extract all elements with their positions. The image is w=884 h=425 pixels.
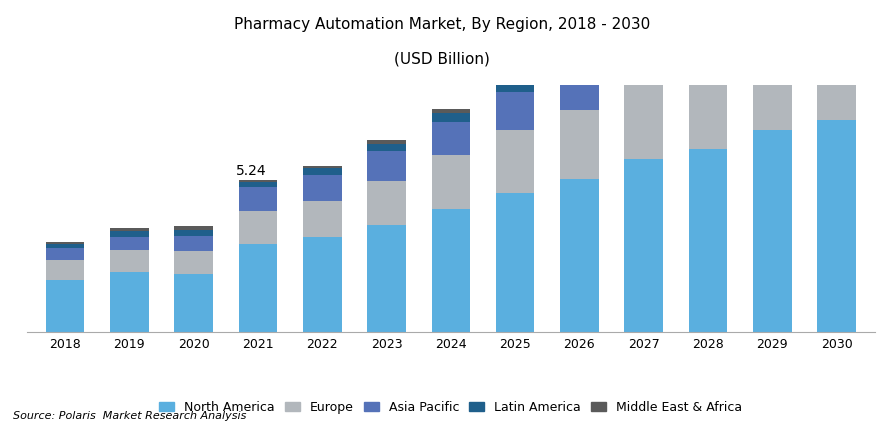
- Bar: [624, 159, 663, 332]
- Bar: [496, 82, 535, 92]
- Bar: [496, 193, 535, 332]
- Bar: [303, 201, 341, 237]
- Bar: [110, 228, 149, 231]
- Bar: [818, 9, 856, 120]
- Bar: [239, 187, 278, 211]
- Bar: [560, 179, 598, 332]
- Bar: [431, 209, 470, 332]
- Bar: [174, 230, 213, 236]
- Bar: [689, 11, 728, 64]
- Bar: [367, 140, 406, 144]
- Text: Pharmacy Automation Market, By Region, 2018 - 2030: Pharmacy Automation Market, By Region, 2…: [234, 17, 650, 32]
- Bar: [624, 35, 663, 82]
- Bar: [46, 260, 84, 280]
- Bar: [303, 168, 341, 175]
- Bar: [174, 236, 213, 251]
- Legend: North America, Europe, Asia Pacific, Latin America, Middle East & Africa: North America, Europe, Asia Pacific, Lat…: [159, 401, 743, 414]
- Bar: [496, 76, 535, 82]
- Bar: [239, 211, 278, 244]
- Bar: [496, 130, 535, 193]
- Bar: [496, 92, 535, 130]
- Bar: [174, 226, 213, 230]
- Bar: [110, 272, 149, 332]
- Bar: [303, 166, 341, 168]
- Bar: [367, 181, 406, 225]
- Bar: [753, 130, 791, 332]
- Bar: [46, 248, 84, 260]
- Bar: [560, 68, 598, 110]
- Bar: [560, 51, 598, 57]
- Bar: [818, 0, 856, 9]
- Bar: [239, 244, 278, 332]
- Text: 5.24: 5.24: [235, 164, 266, 178]
- Bar: [689, 150, 728, 332]
- Bar: [560, 110, 598, 179]
- Bar: [431, 156, 470, 209]
- Bar: [46, 242, 84, 244]
- Bar: [367, 151, 406, 181]
- Bar: [689, 64, 728, 150]
- Bar: [431, 113, 470, 122]
- Bar: [46, 280, 84, 332]
- Bar: [110, 250, 149, 272]
- Bar: [367, 225, 406, 332]
- Bar: [753, 0, 791, 31]
- Bar: [174, 251, 213, 274]
- Bar: [431, 122, 470, 156]
- Bar: [624, 21, 663, 35]
- Bar: [174, 274, 213, 332]
- Bar: [367, 144, 406, 151]
- Bar: [431, 109, 470, 113]
- Bar: [110, 231, 149, 237]
- Bar: [624, 14, 663, 21]
- Bar: [818, 120, 856, 332]
- Bar: [303, 175, 341, 201]
- Bar: [753, 31, 791, 130]
- Bar: [239, 179, 278, 181]
- Text: Source: Polaris  Market Research Analysis: Source: Polaris Market Research Analysis: [13, 411, 247, 421]
- Bar: [110, 237, 149, 250]
- Bar: [46, 244, 84, 248]
- Bar: [689, 0, 728, 11]
- Bar: [239, 181, 278, 187]
- Text: (USD Billion): (USD Billion): [394, 51, 490, 66]
- Bar: [303, 237, 341, 332]
- Bar: [624, 82, 663, 159]
- Bar: [560, 57, 598, 68]
